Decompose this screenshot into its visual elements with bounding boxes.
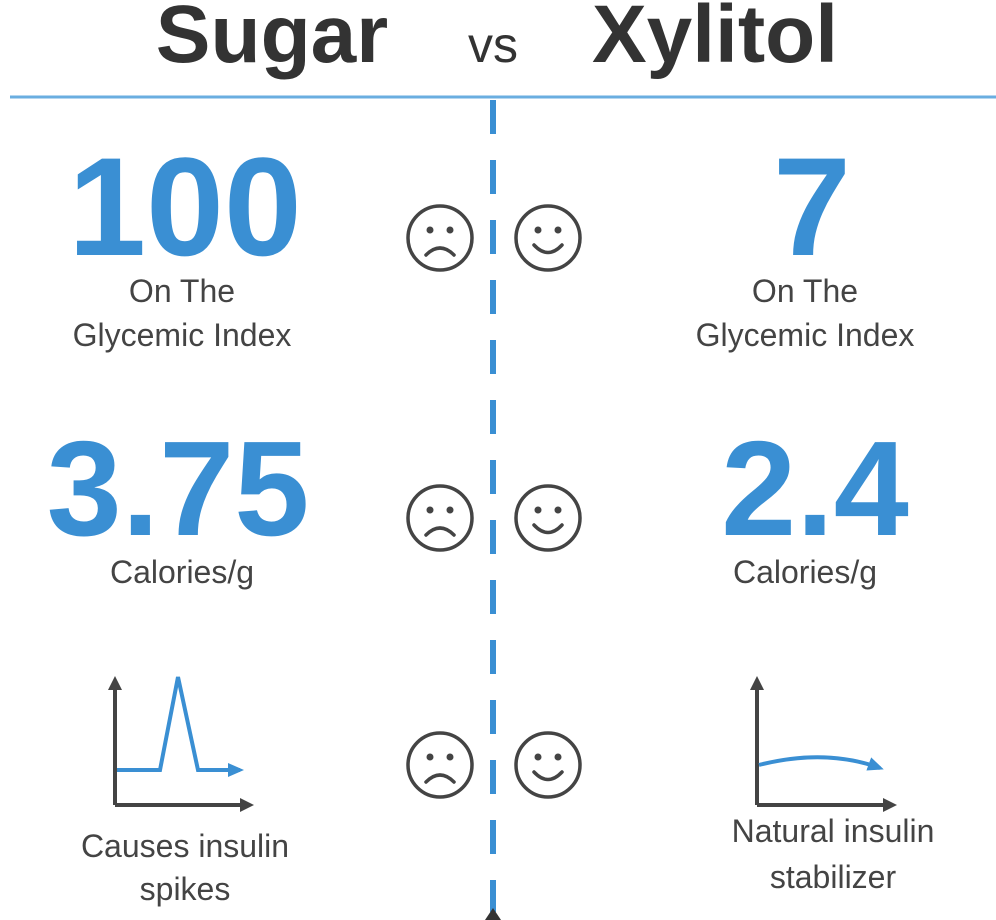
left-caption: Causes insulin	[81, 828, 289, 864]
title-vs: vs	[468, 17, 518, 73]
eye	[446, 753, 454, 761]
mouth	[532, 523, 564, 535]
stable-graph	[750, 676, 897, 812]
eye	[534, 226, 542, 234]
right-caption: Natural insulin	[732, 813, 935, 849]
face-outline	[406, 731, 474, 799]
title-left: Sugar	[156, 0, 388, 80]
face-outline	[406, 484, 474, 552]
eye	[554, 226, 562, 234]
happy-face	[514, 484, 582, 552]
eye	[426, 226, 434, 234]
arrow-tip	[485, 908, 501, 920]
mouth	[424, 246, 456, 257]
mouth	[532, 243, 564, 255]
mouth	[532, 770, 564, 782]
eye	[554, 506, 562, 514]
happy-face	[514, 731, 582, 799]
sad-face	[406, 731, 474, 799]
eye	[554, 753, 562, 761]
happy-face	[514, 204, 582, 272]
right-value: 2.4	[721, 413, 909, 564]
sad-face	[406, 204, 474, 272]
left-caption: Glycemic Index	[73, 317, 292, 353]
mouth	[424, 773, 456, 784]
right-caption: stabilizer	[770, 859, 897, 895]
face-outline	[514, 731, 582, 799]
right-caption: On The	[752, 273, 858, 309]
left-caption: On The	[129, 273, 235, 309]
spike-graph	[108, 676, 254, 812]
face-outline	[406, 204, 474, 272]
face-outline	[514, 204, 582, 272]
left-caption: spikes	[140, 871, 231, 907]
eye	[534, 753, 542, 761]
right-caption: Glycemic Index	[696, 317, 915, 353]
eye	[534, 506, 542, 514]
right-value: 7	[773, 128, 851, 285]
faces	[406, 204, 582, 799]
right-caption: Calories/g	[733, 554, 877, 590]
sad-face	[406, 484, 474, 552]
title-right: Xylitol	[592, 0, 838, 80]
eye	[446, 506, 454, 514]
eye	[446, 226, 454, 234]
eye	[426, 753, 434, 761]
mouth	[424, 526, 456, 537]
left-value: 3.75	[47, 413, 310, 564]
left-caption: Calories/g	[110, 554, 254, 590]
left-value: 100	[68, 128, 302, 285]
face-outline	[514, 484, 582, 552]
eye	[426, 506, 434, 514]
